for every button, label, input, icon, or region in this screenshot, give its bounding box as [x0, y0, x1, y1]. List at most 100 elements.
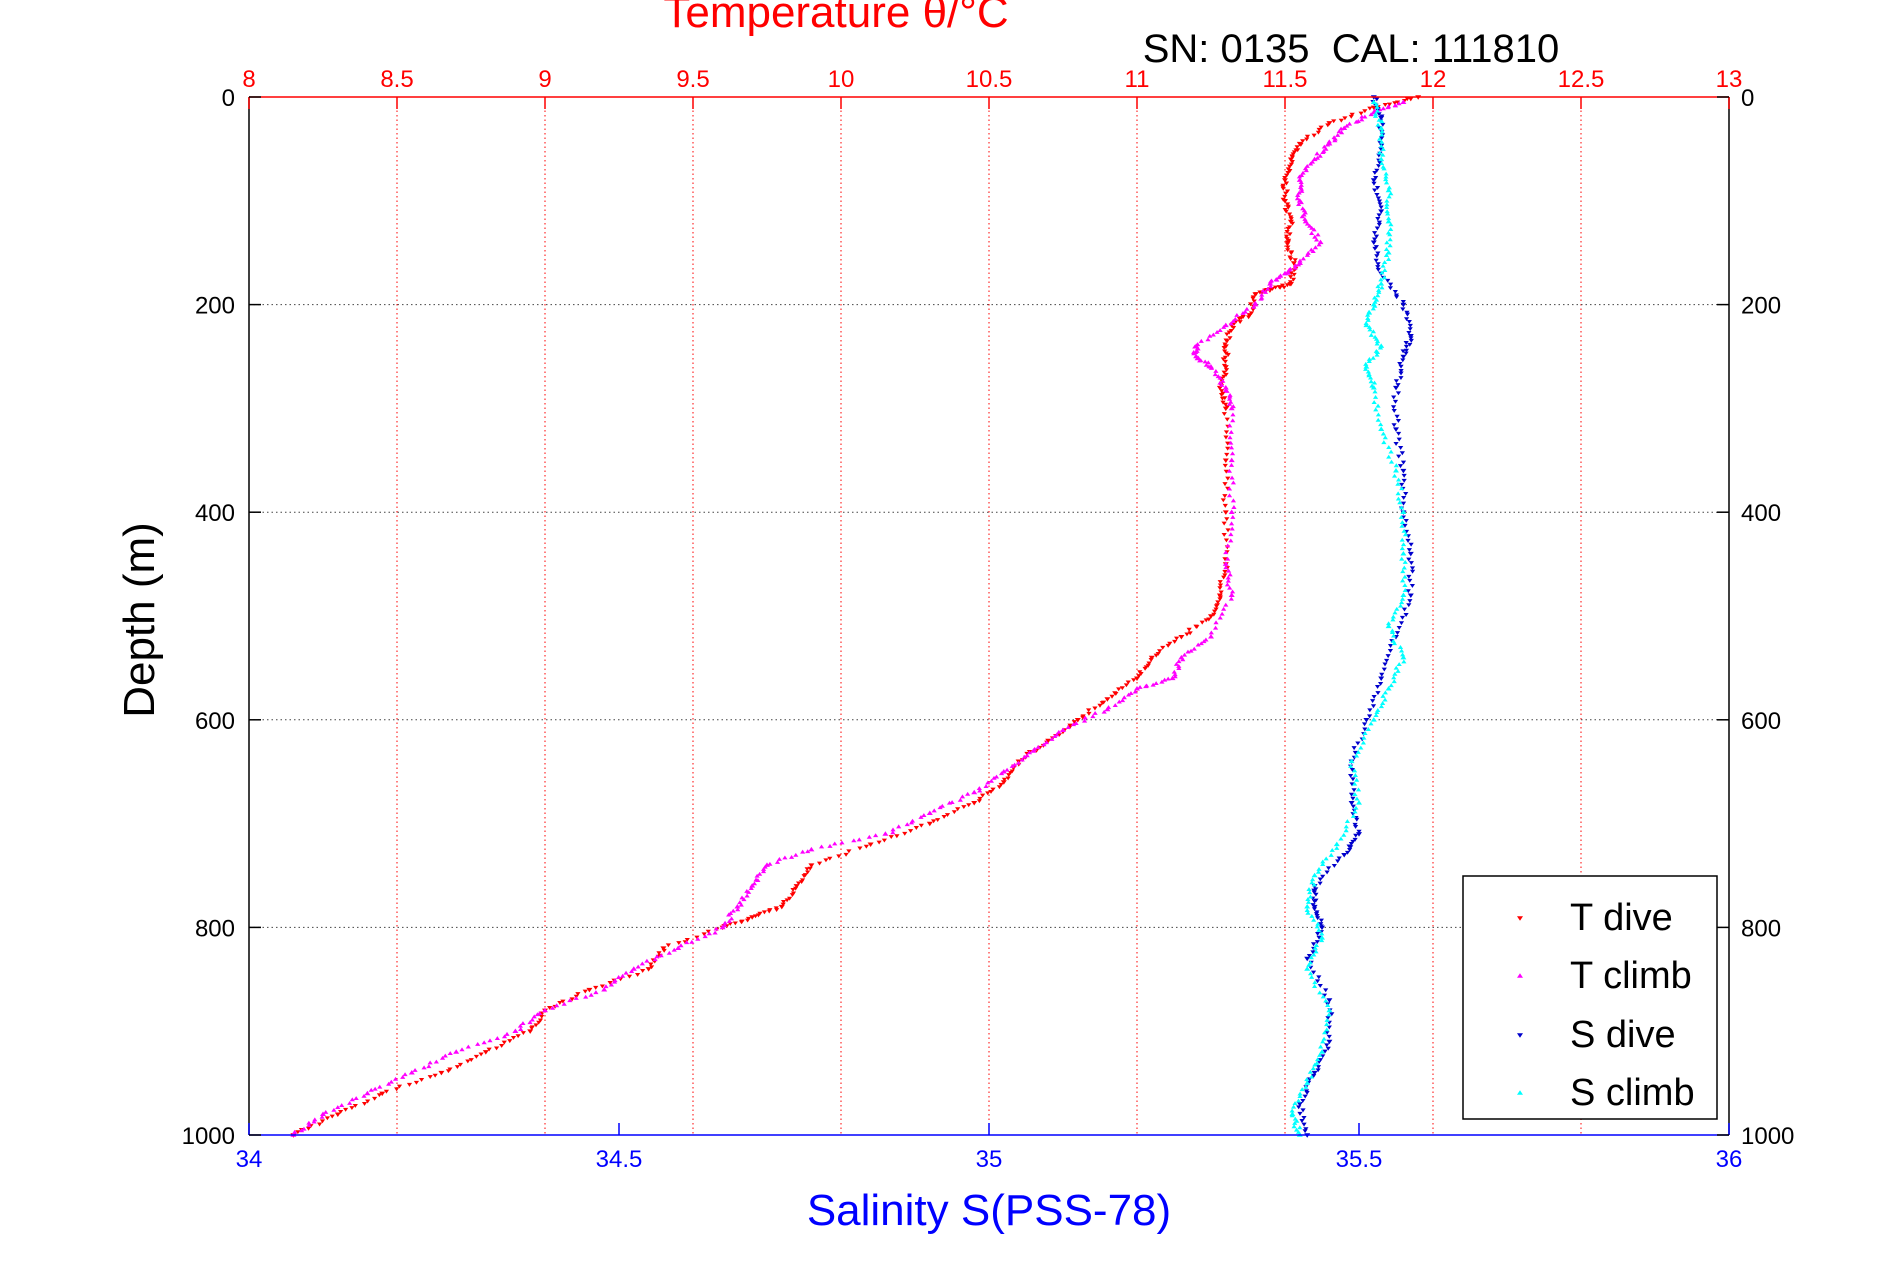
data-point — [805, 849, 811, 854]
data-point — [1005, 776, 1011, 781]
data-point — [1331, 863, 1337, 868]
data-point — [1370, 699, 1376, 704]
data-point — [1400, 358, 1406, 363]
data-point — [371, 1096, 378, 1101]
data-point — [1392, 103, 1399, 108]
data-point — [517, 1023, 523, 1028]
data-point — [1221, 370, 1227, 375]
data-point — [1229, 451, 1236, 456]
data-point — [1228, 430, 1234, 434]
data-point — [1374, 350, 1381, 354]
data-point — [961, 805, 967, 810]
data-point — [536, 1020, 542, 1025]
data-point — [1350, 796, 1356, 801]
data-point — [1294, 145, 1300, 150]
data-point — [1300, 1098, 1306, 1103]
data-point — [1352, 792, 1358, 796]
data-point — [971, 801, 978, 806]
data-point — [459, 1047, 465, 1052]
data-point — [481, 1040, 487, 1045]
data-point — [1377, 345, 1384, 350]
data-point — [1313, 892, 1319, 897]
data-point — [1311, 133, 1317, 138]
data-point — [985, 791, 991, 796]
data-point — [323, 1109, 329, 1114]
data-point — [1228, 462, 1235, 467]
data-point — [1384, 205, 1390, 210]
data-point — [1384, 658, 1390, 663]
data-point — [1348, 114, 1354, 119]
data-point — [1399, 537, 1405, 542]
data-point — [1324, 1030, 1330, 1035]
data-point — [1307, 223, 1313, 228]
data-point — [1374, 685, 1381, 689]
data-point — [1191, 646, 1197, 651]
data-point — [1217, 615, 1223, 620]
data-point — [818, 844, 825, 849]
data-point — [1007, 771, 1014, 775]
data-point — [1285, 171, 1291, 175]
data-point — [542, 1007, 548, 1013]
data-point — [1165, 643, 1171, 648]
data-point — [1397, 500, 1403, 505]
data-point — [1320, 150, 1326, 154]
data-point — [1001, 777, 1008, 782]
data-point — [1401, 528, 1407, 533]
data-point — [1311, 1070, 1318, 1076]
data-point — [1222, 573, 1228, 578]
data-point — [1288, 257, 1294, 262]
data-point — [1324, 870, 1330, 875]
data-point — [1220, 498, 1226, 503]
data-point — [1219, 611, 1225, 616]
data-point — [1353, 805, 1359, 810]
data-point — [529, 1026, 535, 1031]
data-point — [1368, 721, 1374, 726]
data-point — [1225, 578, 1231, 583]
data-point — [1378, 704, 1385, 709]
temperature-tick-label: 13 — [1716, 66, 1743, 93]
data-point — [1392, 671, 1398, 676]
data-point — [1223, 602, 1229, 607]
depth-tick-label-right: 0 — [1741, 85, 1754, 112]
data-point — [778, 904, 785, 910]
data-point — [368, 1087, 374, 1092]
data-point — [658, 953, 664, 958]
data-point — [1228, 596, 1234, 601]
data-point — [719, 924, 726, 930]
data-point — [1070, 722, 1077, 727]
data-point — [1382, 662, 1388, 667]
data-point — [1319, 938, 1325, 943]
data-point — [494, 1036, 500, 1041]
data-point — [1251, 304, 1257, 309]
data-point — [734, 903, 741, 909]
data-point — [1317, 1052, 1323, 1057]
data-point — [866, 834, 872, 839]
data-point — [1387, 286, 1394, 291]
depth-tick-label-right: 800 — [1741, 915, 1781, 942]
data-point — [1224, 332, 1230, 337]
data-point — [1406, 603, 1412, 608]
data-point — [863, 844, 869, 849]
data-point — [1348, 758, 1355, 764]
data-point — [1194, 346, 1201, 351]
data-point — [586, 987, 593, 993]
data-point — [1312, 984, 1318, 989]
data-point — [1296, 174, 1303, 179]
data-point — [1311, 899, 1318, 904]
data-point — [1296, 1105, 1302, 1110]
data-point — [1315, 1065, 1322, 1070]
data-point — [1024, 753, 1030, 758]
data-point — [684, 940, 690, 945]
data-point — [1221, 606, 1227, 611]
data-point — [1272, 285, 1279, 290]
data-point — [1215, 600, 1221, 605]
data-point — [1395, 383, 1401, 388]
data-point — [377, 1084, 383, 1089]
data-point — [1224, 417, 1230, 422]
data-point — [1376, 199, 1383, 204]
data-point — [741, 897, 747, 902]
data-point — [1376, 112, 1382, 117]
data-point — [1294, 196, 1301, 201]
data-point — [1222, 349, 1228, 354]
data-point — [1376, 288, 1382, 292]
